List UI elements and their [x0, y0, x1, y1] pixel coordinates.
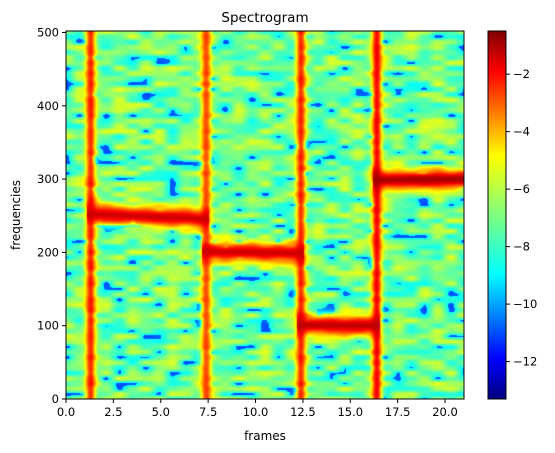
- x-tick-label: 5.0: [152, 405, 170, 419]
- colorbar-tick-label: −2: [513, 67, 530, 81]
- x-tick-label: 0.0: [57, 405, 75, 419]
- colorbar-tick-label: −6: [513, 182, 530, 196]
- x-tick-label: 7.5: [199, 405, 217, 419]
- y-tick-label: 500: [37, 25, 59, 39]
- y-axis-label: frequencies: [9, 180, 23, 250]
- x-tick-label: 20.0: [432, 405, 458, 419]
- y-tick-label: 200: [37, 245, 59, 259]
- colorbar-gradient: [488, 31, 506, 399]
- x-tick-label: 2.5: [104, 405, 122, 419]
- colorbar-tick-label: −8: [513, 240, 530, 254]
- x-tick-label: 17.5: [385, 405, 411, 419]
- x-tick-label: 12.5: [290, 405, 316, 419]
- x-tick-label: 15.0: [337, 405, 363, 419]
- colorbar-frame: [487, 30, 507, 400]
- heatmap-image: [66, 31, 464, 399]
- y-tick-label: 100: [37, 319, 59, 333]
- chart-title: Spectrogram: [221, 10, 308, 26]
- colorbar: −2 −4 −6 −8 −10 −12: [487, 30, 537, 400]
- x-axis-ticks: 0.0 2.5 5.0 7.5 10.0 12.5 15.0 17.5 20.0: [57, 399, 458, 419]
- colorbar-tick-label: −10: [513, 297, 537, 311]
- x-axis-label: frames: [244, 429, 286, 443]
- plot-frame: [65, 30, 465, 400]
- y-tick-label: 0: [52, 392, 59, 406]
- colorbar-ticks: −2 −4 −6 −8 −10 −12: [506, 67, 537, 369]
- colorbar-tick-label: −4: [513, 125, 530, 139]
- y-tick-label: 400: [37, 99, 59, 113]
- x-tick-label: 10.0: [243, 405, 269, 419]
- heatmap-area: [66, 31, 464, 399]
- colorbar-tick-label: −12: [513, 355, 537, 369]
- y-tick-label: 300: [37, 172, 59, 186]
- y-axis-ticks: 0 100 200 300 400 500: [37, 25, 66, 406]
